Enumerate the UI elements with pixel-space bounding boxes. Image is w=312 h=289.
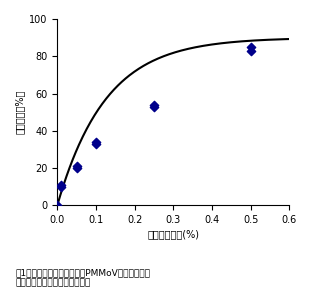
- Text: 囱1　土壌落とし苗移植でのPMMoV汚染根混合量: 囱1 土壌落とし苗移植でのPMMoV汚染根混合量: [16, 268, 151, 277]
- Y-axis label: 発病株率（%）: 発病株率（%）: [15, 90, 25, 134]
- Point: [59, 184, 64, 189]
- Point: [94, 140, 99, 144]
- Point: [248, 48, 253, 53]
- Point: [59, 183, 64, 187]
- Point: [74, 166, 79, 171]
- Point: [152, 102, 157, 107]
- Text: とピーマンモザイク病発病株率: とピーマンモザイク病発病株率: [16, 279, 91, 288]
- X-axis label: 汚染根混合量(%): 汚染根混合量(%): [147, 229, 199, 239]
- Point: [152, 104, 157, 109]
- Point: [94, 142, 99, 146]
- Point: [248, 45, 253, 49]
- Point: [74, 164, 79, 168]
- Point: [55, 203, 60, 208]
